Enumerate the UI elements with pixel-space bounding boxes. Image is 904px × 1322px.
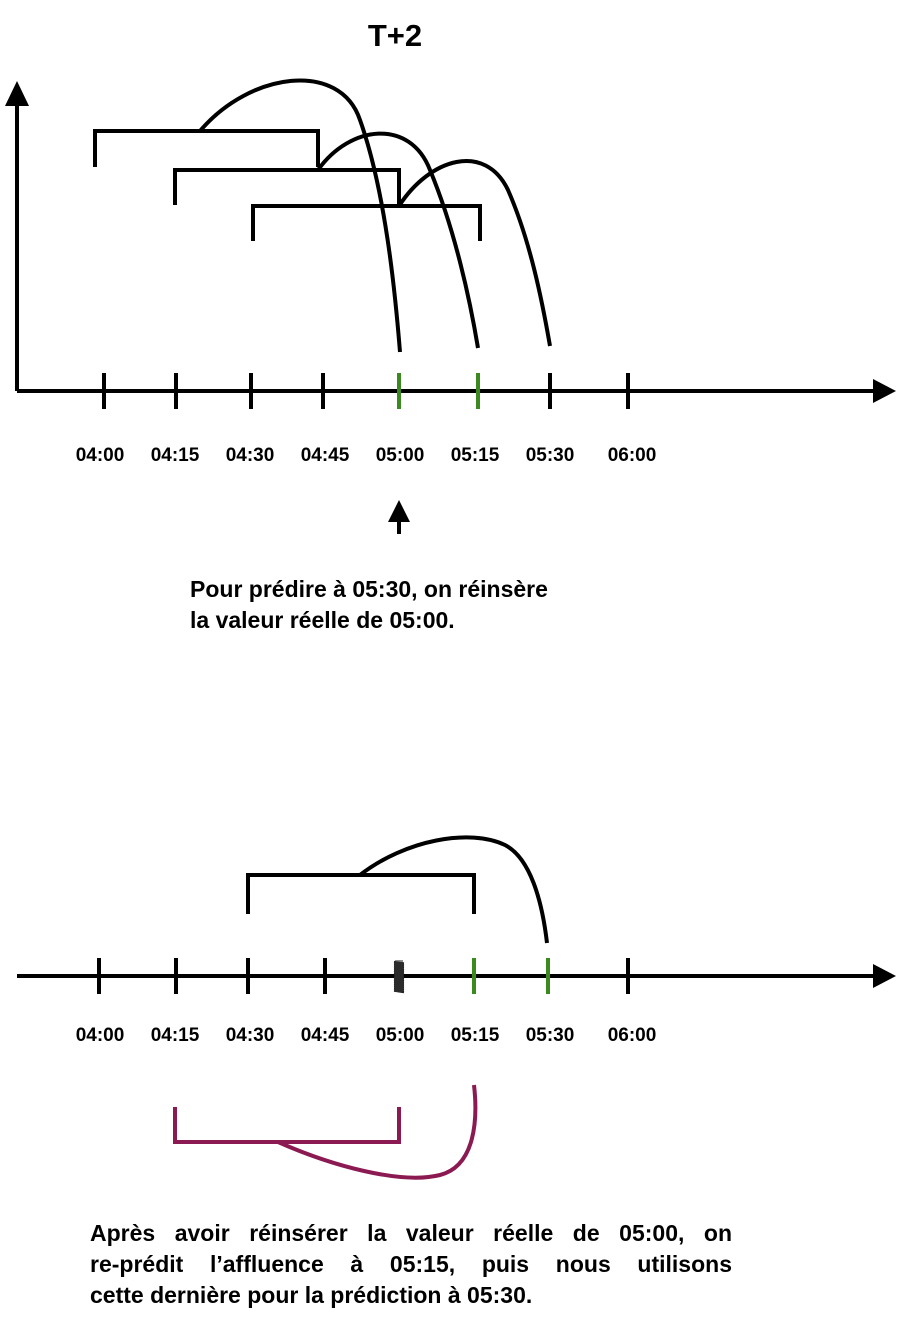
input-window-bracket xyxy=(246,873,476,914)
tick-label: 05:00 xyxy=(376,445,425,466)
bottom-caption-line: re-prédit l’affluence à 05:15, puis nous… xyxy=(90,1251,732,1277)
tick-label: 06:00 xyxy=(608,1025,657,1046)
x-axis-arrowhead xyxy=(873,964,896,988)
prediction-arc xyxy=(397,159,552,347)
scribble-fill xyxy=(395,960,403,992)
tick-label: 05:15 xyxy=(451,445,500,466)
bottom-caption-line: cette dernière pour la prédiction à 05:3… xyxy=(90,1282,533,1308)
prediction-arc xyxy=(316,131,480,349)
tick-label: 04:30 xyxy=(226,1025,275,1046)
bottom-caption-line: Après avoir réinsérer la valeur réelle d… xyxy=(90,1220,732,1246)
reprediction-window-bracket xyxy=(173,1107,401,1144)
bottom-caption: Après avoir réinsérer la valeur réelle d… xyxy=(90,1218,732,1311)
top-caption-line: la valeur réelle de 05:00. xyxy=(190,607,455,633)
input-window-bracket xyxy=(251,204,482,241)
x-axis-arrowhead xyxy=(873,379,896,403)
tick-label: 04:00 xyxy=(76,1025,125,1046)
bottom-timeline-diagram: 04:00 04:15 04:30 04:45 05:00 05:15 05:30 06:00 xyxy=(17,835,896,1180)
tick-label: 04:45 xyxy=(301,445,350,466)
erased-tick-mark xyxy=(393,960,405,994)
tick-label: 05:15 xyxy=(451,1025,500,1046)
prediction-arc xyxy=(358,835,549,944)
input-window-bracket xyxy=(173,168,401,205)
diagram-title: T+2 xyxy=(367,18,423,53)
tick-label: 04:00 xyxy=(76,445,125,466)
tick-label: 05:00 xyxy=(376,1025,425,1046)
top-caption-line: Pour prédire à 05:30, on réinsère xyxy=(190,576,548,602)
tick-label: 04:15 xyxy=(151,445,200,466)
tick-label: 06:00 xyxy=(608,445,657,466)
pointer-arrow-head xyxy=(388,500,410,522)
y-axis-arrowhead xyxy=(5,81,29,106)
prediction-arc xyxy=(198,78,402,353)
input-window-bracket xyxy=(93,129,320,167)
tick-label: 04:15 xyxy=(151,1025,200,1046)
tick-label: 04:45 xyxy=(301,1025,350,1046)
tick-label: 05:30 xyxy=(526,445,575,466)
top-caption: Pour prédire à 05:30, on réinsère la val… xyxy=(190,574,670,636)
tick-label: 05:30 xyxy=(526,1025,575,1046)
reprediction-arc xyxy=(277,1084,478,1180)
top-timeline-diagram: 04:00 04:15 04:30 04:45 05:00 05:15 05:30 06:00 xyxy=(5,78,896,534)
tick-label: 04:30 xyxy=(226,445,275,466)
